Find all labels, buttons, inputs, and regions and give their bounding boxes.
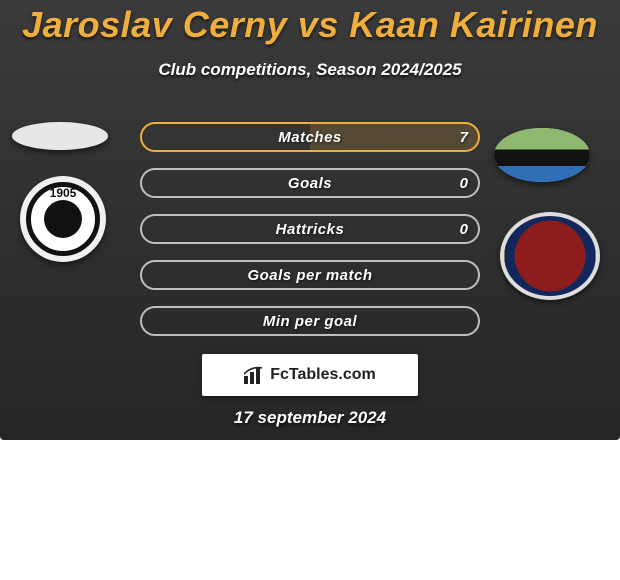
- player1-photo: [12, 122, 108, 150]
- fctables-badge[interactable]: FcTables.com: [202, 354, 418, 396]
- stat-row: Goals per match: [140, 260, 480, 290]
- player2-club-crest: [500, 212, 600, 300]
- dynamo-crest-icon: [20, 176, 106, 262]
- sparta-crest-icon: [500, 212, 600, 300]
- comparison-card: Jaroslav Cerny vs Kaan Kairinen Club com…: [0, 0, 620, 440]
- subtitle: Club competitions, Season 2024/2025: [0, 60, 620, 80]
- stat-right-value: 0: [460, 175, 468, 192]
- stat-label: Hattricks: [276, 221, 345, 238]
- player1-club-crest: [20, 176, 106, 262]
- date-label: 17 september 2024: [0, 408, 620, 428]
- fctables-label: FcTables.com: [270, 366, 376, 384]
- stat-right-value: 7: [460, 129, 468, 146]
- stat-label: Goals: [288, 175, 332, 192]
- stat-label: Matches: [278, 129, 342, 146]
- bar-chart-icon: [244, 366, 264, 384]
- stat-row: Hattricks 0: [140, 214, 480, 244]
- player2-photo: [494, 128, 590, 182]
- stat-label: Min per goal: [263, 313, 357, 330]
- stat-row: Goals 0: [140, 168, 480, 198]
- stat-rows: Matches 7 Goals 0 Hattricks 0 Goals per …: [140, 122, 480, 352]
- page-title: Jaroslav Cerny vs Kaan Kairinen: [0, 0, 620, 46]
- stat-right-value: 0: [460, 221, 468, 238]
- stat-row: Min per goal: [140, 306, 480, 336]
- player2-photo-bg: [494, 128, 590, 182]
- stat-row: Matches 7: [140, 122, 480, 152]
- stat-label: Goals per match: [247, 267, 372, 284]
